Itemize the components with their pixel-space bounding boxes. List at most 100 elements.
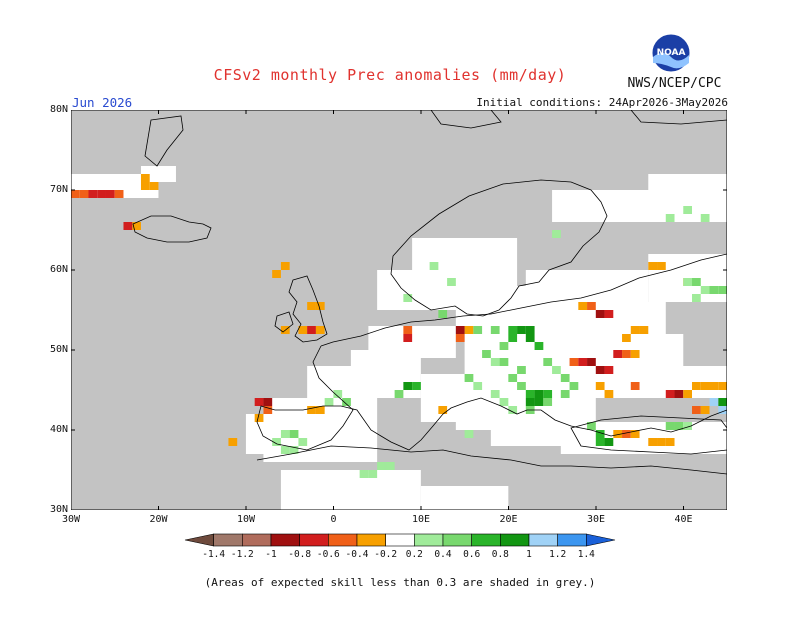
longitude-label: 30E	[586, 514, 606, 525]
anomaly-cell	[683, 422, 693, 430]
anomaly-cell	[508, 374, 518, 382]
anomaly-cell	[280, 430, 290, 438]
latitude-label: 30N	[49, 504, 68, 515]
anomaly-cell	[254, 414, 264, 422]
anomaly-cell	[604, 366, 614, 374]
anomaly-cell	[587, 358, 596, 366]
anomaly-cell	[595, 382, 605, 390]
axis-ticks	[71, 110, 727, 510]
anomaly-cell	[315, 406, 325, 414]
anomaly-cell	[429, 262, 439, 270]
anomaly-cell	[464, 430, 474, 438]
colorbar-label: 1.4	[578, 549, 595, 560]
colorbar-box	[242, 533, 272, 547]
anomaly-cell	[630, 382, 640, 390]
anomaly-cell	[665, 422, 675, 430]
longitude-label: 0	[330, 514, 337, 525]
anomaly-cell	[525, 390, 535, 398]
colorbar-label: 0.6	[463, 549, 480, 560]
anomaly-cell	[315, 326, 325, 334]
anomaly-cell	[473, 382, 483, 390]
anomaly-cell	[692, 406, 701, 414]
anomaly-cell	[88, 190, 98, 198]
anomaly-cell	[132, 222, 141, 230]
anomaly-cell	[569, 358, 579, 366]
anomaly-cell	[438, 310, 448, 318]
anomaly-cell	[700, 286, 710, 294]
anomaly-cell	[525, 334, 535, 342]
anomaly-cell	[149, 182, 159, 190]
anomaly-cell	[560, 390, 570, 398]
anomaly-cell	[674, 390, 684, 398]
anomaly-cell	[700, 214, 710, 222]
latitude-label: 60N	[49, 264, 68, 275]
anomaly-cell	[482, 350, 491, 358]
skillful-cell	[307, 366, 404, 398]
anomaly-cell	[604, 310, 614, 318]
longitude-label: 20W	[149, 514, 168, 525]
longitude-label: 40E	[674, 514, 693, 525]
anomaly-cell	[683, 278, 693, 286]
anomaly-cell	[289, 430, 299, 438]
coastlines	[132, 110, 727, 475]
map-title: CFSv2 monthly Prec anomalies (mm/day)	[213, 66, 567, 84]
noaa-logo: NOAA	[651, 33, 691, 73]
anomaly-cell	[543, 390, 553, 398]
colorbar-box	[442, 533, 472, 547]
anomaly-cell	[665, 214, 675, 222]
colorbar-box	[557, 533, 587, 547]
anomaly-cell	[403, 382, 413, 390]
anomaly-cell	[333, 390, 343, 398]
colorbar-box	[528, 533, 558, 547]
longitude-label: 30W	[61, 514, 81, 525]
anomaly-cell	[648, 262, 658, 270]
anomaly-cell	[368, 470, 378, 478]
skillful-cell	[560, 422, 727, 454]
anomaly-cell	[560, 374, 570, 382]
colorbar-box	[500, 533, 530, 547]
anomaly-cell	[578, 358, 588, 366]
anomaly-cell	[595, 366, 605, 374]
anomaly-cell	[490, 390, 500, 398]
colorbar-box	[328, 533, 358, 547]
anomaly-cell	[473, 326, 483, 334]
anomaly-cell	[359, 470, 369, 478]
latitude-label: 70N	[49, 184, 68, 195]
anomaly-cell	[622, 334, 631, 342]
anomaly-cell	[692, 294, 701, 302]
anomaly-cell	[604, 438, 614, 446]
anomaly-cell	[490, 326, 500, 334]
anomaly-cell	[508, 326, 518, 334]
anomaly-cell	[342, 398, 351, 406]
anomaly-cell	[700, 406, 710, 414]
anomaly-cell	[657, 262, 666, 270]
initial-conditions: Initial conditions: 24Apr2026-3May2026	[476, 96, 728, 109]
anomaly-cell	[114, 190, 124, 198]
anomaly-cell	[569, 382, 579, 390]
anomaly-cell	[604, 390, 614, 398]
anomaly-cell	[552, 230, 561, 238]
colorbar-label: 0.8	[492, 549, 509, 560]
anomaly-cell	[683, 390, 693, 398]
colorbar-label: -0.8	[288, 549, 311, 560]
anomaly-cell	[657, 438, 666, 446]
skillful-cell	[552, 190, 684, 222]
colorbar-label: -0.6	[317, 549, 340, 560]
anomaly-cell	[622, 350, 631, 358]
colorbar-low-arrow	[184, 533, 214, 547]
anomaly-cell	[613, 350, 623, 358]
anomaly-cell	[315, 302, 325, 310]
anomaly-cells	[71, 174, 727, 478]
anomaly-cell	[298, 326, 308, 334]
anomaly-cell	[438, 406, 448, 414]
colorbar-label: 1	[526, 549, 532, 560]
latitude-label: 40N	[49, 424, 68, 435]
anomaly-cell	[595, 310, 605, 318]
anomaly-cell	[385, 462, 395, 470]
anomaly-cell	[272, 438, 281, 446]
colorbar-label: -1.2	[231, 549, 254, 560]
anomaly-cell	[683, 206, 693, 214]
anomaly-cell	[403, 294, 413, 302]
anomaly-cell	[709, 398, 719, 406]
anomaly-cell	[307, 302, 316, 310]
